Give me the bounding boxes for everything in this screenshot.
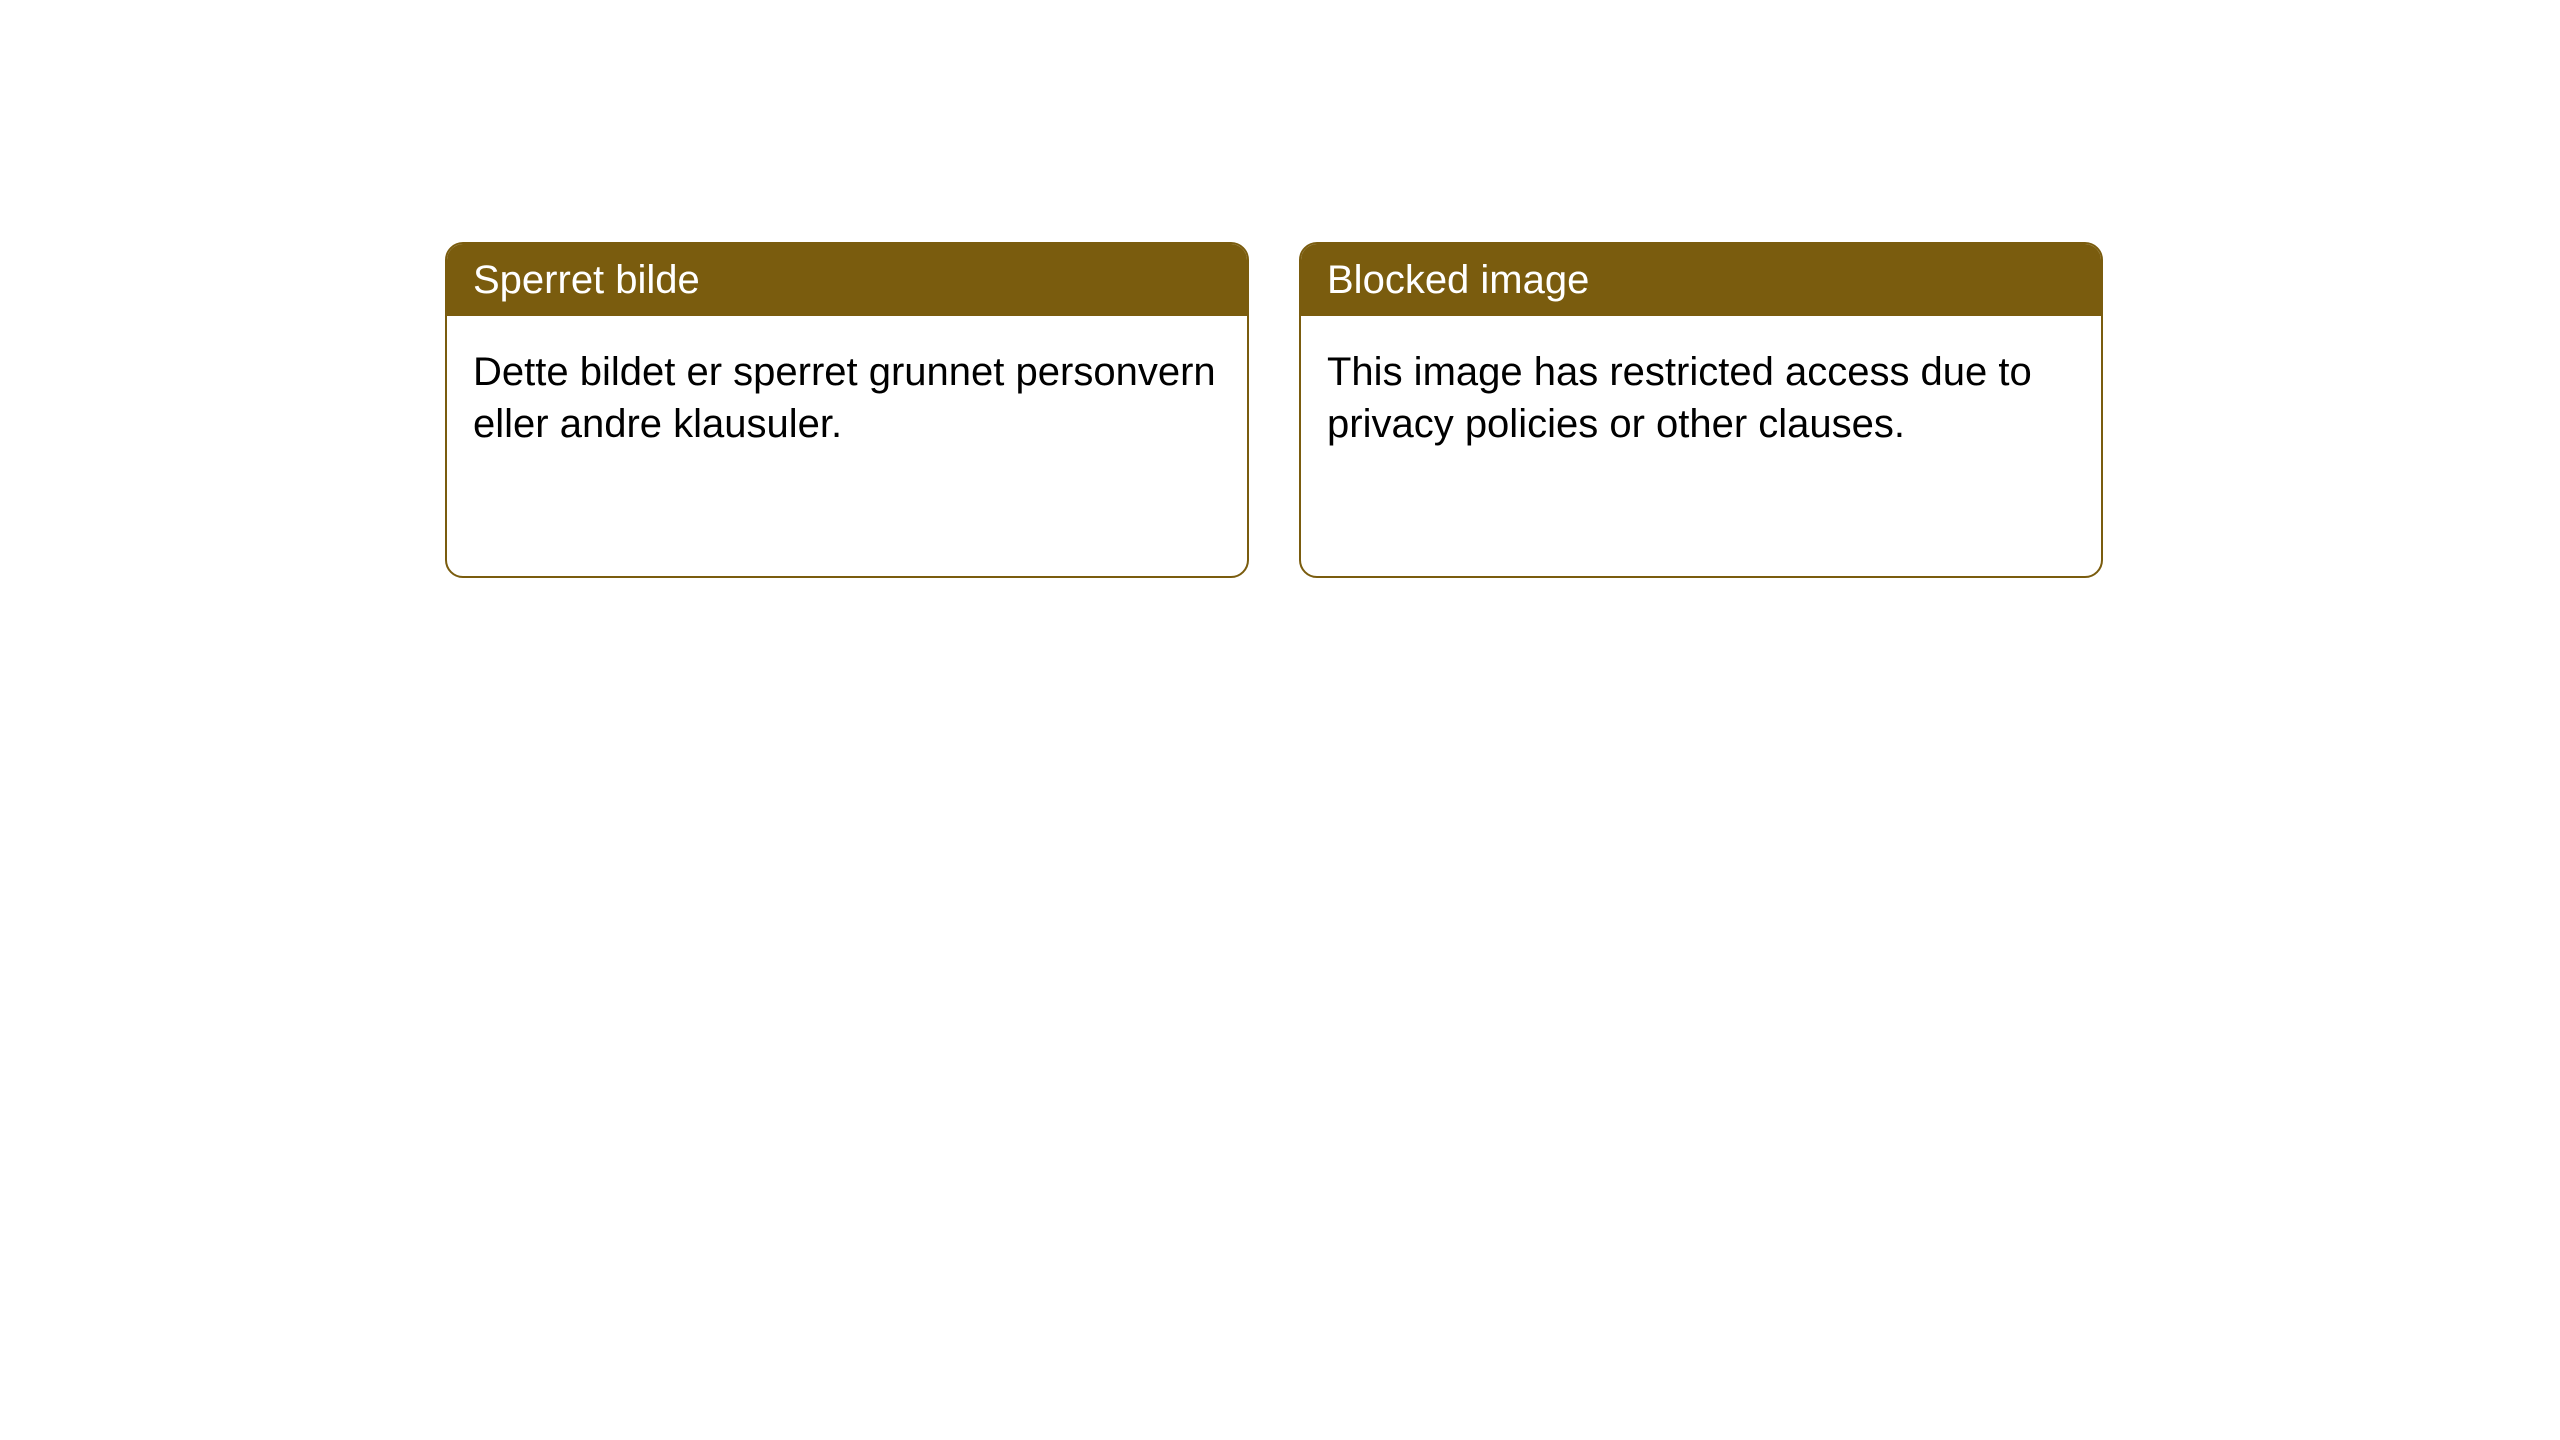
notice-title-norwegian: Sperret bilde: [447, 244, 1247, 316]
notice-body-english: This image has restricted access due to …: [1301, 316, 2101, 480]
notice-card-english: Blocked image This image has restricted …: [1299, 242, 2103, 578]
notice-title-english: Blocked image: [1301, 244, 2101, 316]
notice-body-norwegian: Dette bildet er sperret grunnet personve…: [447, 316, 1247, 480]
notice-container: Sperret bilde Dette bildet er sperret gr…: [445, 242, 2103, 578]
notice-card-norwegian: Sperret bilde Dette bildet er sperret gr…: [445, 242, 1249, 578]
